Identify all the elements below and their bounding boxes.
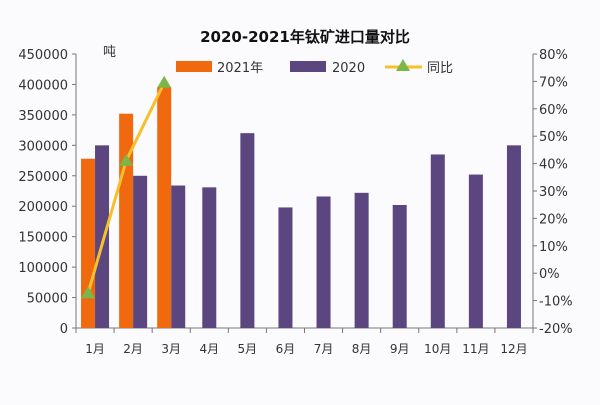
- y-tick-label: 50000: [27, 292, 68, 307]
- bar-2021: [119, 113, 134, 328]
- x-tick-label: 1月: [85, 342, 105, 356]
- x-tick-label: 2月: [123, 342, 143, 356]
- y2-tick-label: 30%: [539, 185, 568, 200]
- x-tick-label: 12月: [500, 342, 527, 356]
- chart-title: 2020-2021年钛矿进口量对比: [200, 28, 410, 46]
- bar-2020: [95, 145, 110, 328]
- bar-2020: [240, 133, 255, 328]
- plot-area: 0 50000 100000 150000 200000 250000 300000 3500…: [18, 48, 572, 356]
- x-tick-label: 3月: [161, 342, 181, 356]
- x-tick-label: 4月: [199, 342, 219, 356]
- bar-2021: [81, 158, 96, 328]
- legend-label-2020: 2020: [332, 61, 365, 76]
- legend-swatch-2020: [290, 61, 326, 72]
- x-tick-label: 9月: [390, 342, 410, 356]
- x-tick-label: 8月: [352, 342, 372, 356]
- y2-tick-label: -20%: [539, 322, 573, 337]
- x-tick-label: 7月: [314, 342, 334, 356]
- y2-tick-label: 40%: [539, 158, 568, 173]
- y-tick-label: 400000: [18, 78, 68, 93]
- y-tick-label: 300000: [18, 139, 68, 154]
- legend-label-yoy: 同比: [427, 61, 453, 76]
- x-tick-label: 10月: [424, 342, 451, 356]
- y-tick-label: 450000: [18, 48, 68, 63]
- x-tick-label: 5月: [238, 342, 258, 356]
- legend-marker-yoy: [396, 59, 410, 71]
- legend: 2021年 2020 同比: [176, 59, 453, 76]
- y-tick-label: 100000: [18, 261, 68, 276]
- yoy-marker: [81, 286, 96, 299]
- legend-swatch-2021: [176, 61, 212, 72]
- yoy-marker: [119, 153, 134, 166]
- y2-tick-label: 80%: [539, 48, 568, 63]
- legend-label-2021: 2021年: [217, 61, 263, 76]
- y-tick-label: 200000: [18, 200, 68, 215]
- bar-2020: [468, 174, 483, 328]
- y2-tick-label: 10%: [539, 240, 568, 255]
- y2-tick-label: 70%: [539, 75, 568, 90]
- y-axis-unit: 吨: [103, 45, 116, 60]
- y2-tick-label: -10%: [539, 295, 573, 310]
- bar-2020: [430, 154, 445, 328]
- y2-tick-label: 50%: [539, 130, 568, 145]
- y2-tick-label: 20%: [539, 212, 568, 227]
- bar-2021: [157, 86, 172, 328]
- x-tick-label: 11月: [462, 342, 489, 356]
- bar-2020: [133, 175, 148, 328]
- bar-2020: [392, 205, 407, 328]
- y2-tick-label: 0%: [539, 267, 560, 282]
- y2-tick-label: 60%: [539, 103, 568, 118]
- bar-2020: [506, 145, 521, 328]
- y-tick-label: 250000: [18, 170, 68, 185]
- yoy-marker: [157, 75, 172, 88]
- bar-2020: [171, 185, 186, 328]
- x-tick-label: 6月: [276, 342, 296, 356]
- y-tick-label: 0: [60, 322, 68, 337]
- y-tick-label: 350000: [18, 109, 68, 124]
- bar-2020: [354, 192, 369, 328]
- bar-2020: [316, 196, 331, 328]
- bar-2020: [202, 187, 217, 328]
- bar-2020: [278, 207, 293, 328]
- y-tick-label: 150000: [18, 231, 68, 246]
